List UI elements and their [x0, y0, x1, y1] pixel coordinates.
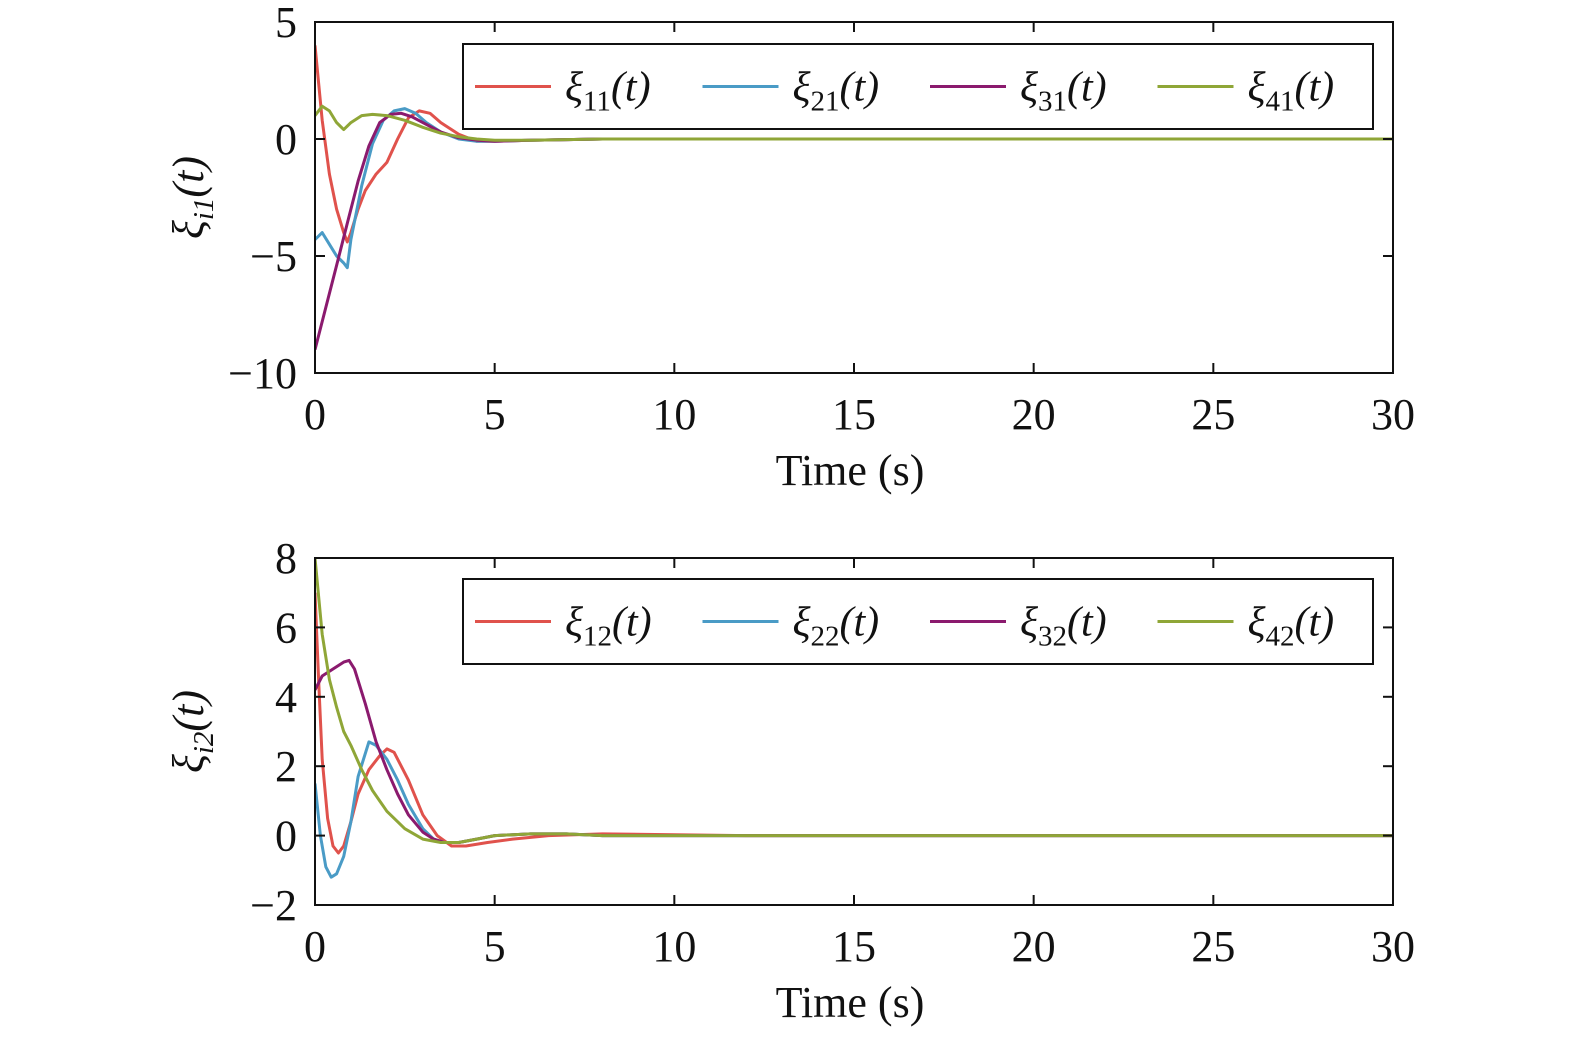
legend-subscript: 31	[1038, 86, 1067, 118]
y-tick-label: −2	[250, 881, 297, 930]
y-axis-symbol: ξ	[164, 220, 213, 239]
legend-label-31: ξ31(t)	[1020, 65, 1107, 118]
y-axis-symbol: ξ	[164, 754, 213, 773]
legend-subscript: 41	[1266, 86, 1295, 118]
legend-symbol: ξ	[793, 600, 811, 646]
x-tick-label: 30	[1371, 922, 1415, 971]
legend-label-42: ξ42(t)	[1248, 600, 1335, 653]
legend-symbol: ξ	[1020, 600, 1038, 646]
y-tick-label: 2	[275, 742, 297, 791]
legend-symbol: ξ	[793, 65, 811, 111]
x-axis-title: Time (s)	[776, 978, 925, 1027]
y-axis-title: ξi2(t)	[164, 690, 220, 773]
series-line-32	[315, 658, 1393, 844]
legend-argument: (t)	[1295, 65, 1335, 111]
x-tick-label: 25	[1191, 390, 1235, 439]
x-tick-label: 15	[832, 922, 876, 971]
legend-argument: (t)	[1295, 600, 1335, 646]
legend-argument: (t)	[840, 600, 880, 646]
legend-subscript: 11	[583, 86, 611, 118]
x-tick-label: 30	[1371, 390, 1415, 439]
series-line-41	[315, 104, 1393, 142]
x-tick-label: 25	[1191, 922, 1235, 971]
x-tick-label: 20	[1012, 922, 1056, 971]
legend-subscript: 22	[811, 621, 840, 653]
legend-argument: (t)	[1067, 600, 1107, 646]
series-line-31	[315, 111, 1393, 350]
y-axis-subscript: i1	[188, 198, 220, 221]
legend-subscript: 32	[1038, 621, 1067, 653]
y-tick-label: 6	[275, 603, 297, 652]
y-axis-subscript: i2	[188, 732, 220, 755]
legend-argument: (t)	[840, 65, 880, 111]
x-tick-label: 0	[304, 922, 326, 971]
x-tick-label: 10	[652, 922, 696, 971]
y-axis-title: ξi1(t)	[164, 156, 220, 239]
y-axis-argument: (t)	[164, 690, 213, 732]
legend-label-12: ξ12(t)	[565, 600, 652, 653]
legend-subscript: 42	[1266, 621, 1295, 653]
y-tick-label: −5	[250, 232, 297, 281]
legend: ξ11(t) ξ21(t) ξ31(t) ξ41(t)	[462, 43, 1374, 130]
y-tick-label: 8	[275, 534, 297, 583]
legend-symbol: ξ	[565, 65, 583, 111]
x-tick-label: 15	[832, 390, 876, 439]
series-line-12	[315, 592, 1393, 855]
legend-label-41: ξ41(t)	[1248, 65, 1335, 118]
legend-label-11: ξ11(t)	[565, 65, 651, 118]
series-group	[315, 558, 1393, 879]
series-line-21	[315, 107, 1393, 270]
y-tick-label: 0	[275, 812, 297, 861]
series-line-42	[315, 558, 1393, 844]
y-axis-argument: (t)	[164, 156, 213, 198]
legend-label-21: ξ21(t)	[793, 65, 880, 118]
legend: ξ12(t) ξ22(t) ξ32(t) ξ42(t)	[462, 578, 1374, 665]
legend-argument: (t)	[611, 65, 651, 111]
x-tick-label: 10	[652, 390, 696, 439]
x-tick-label: 5	[484, 390, 506, 439]
legend-label-22: ξ22(t)	[793, 600, 880, 653]
x-tick-label: 0	[304, 390, 326, 439]
y-tick-label: 0	[275, 115, 297, 164]
legend-symbol: ξ	[1020, 65, 1038, 111]
legend-symbol: ξ	[565, 600, 583, 646]
y-tick-label: 4	[275, 673, 297, 722]
legend-label-32: ξ32(t)	[1020, 600, 1107, 653]
x-axis-title: Time (s)	[776, 446, 925, 495]
legend-subscript: 12	[583, 621, 612, 653]
legend-symbol: ξ	[1248, 65, 1266, 111]
x-tick-label: 20	[1012, 390, 1056, 439]
legend-argument: (t)	[612, 600, 652, 646]
legend-symbol: ξ	[1248, 600, 1266, 646]
legend-subscript: 21	[811, 86, 840, 118]
series-line-22	[315, 740, 1393, 879]
y-tick-label: −10	[228, 349, 297, 398]
x-tick-label: 5	[484, 922, 506, 971]
series-group	[315, 45, 1393, 350]
legend-argument: (t)	[1067, 65, 1107, 111]
y-tick-label: 5	[275, 0, 297, 47]
